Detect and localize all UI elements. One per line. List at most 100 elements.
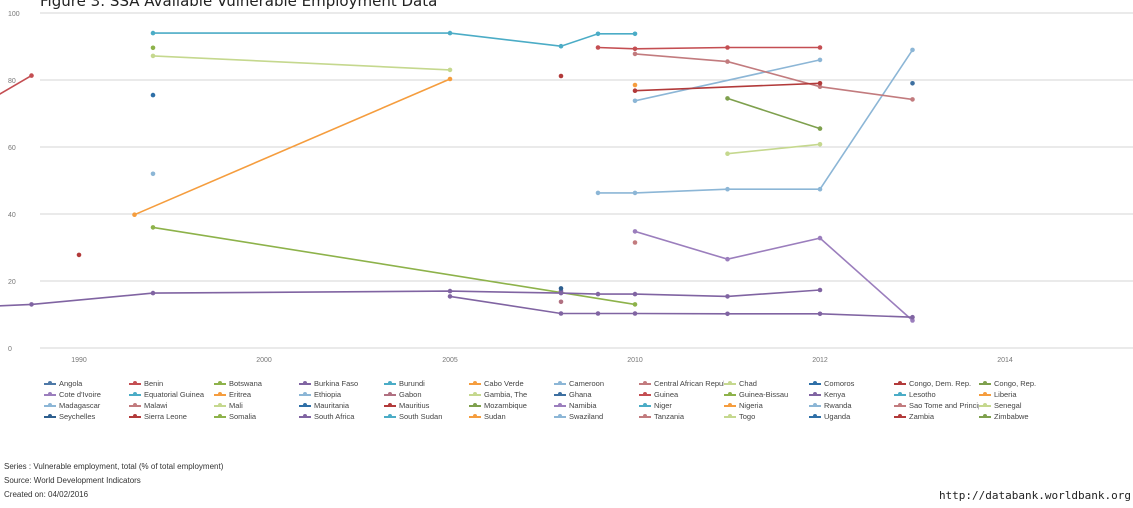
legend-swatch bbox=[979, 391, 991, 396]
legend-swatch bbox=[214, 402, 226, 407]
legend-item-cameroon[interactable]: Cameroon bbox=[554, 378, 639, 389]
legend-item-zimbabwe[interactable]: Zimbabwe bbox=[979, 411, 1064, 422]
data-point-madagascar bbox=[910, 47, 915, 53]
series-line-cote-d-ivoire bbox=[634, 230, 914, 322]
legend-item-mauritius[interactable]: Mauritius bbox=[384, 400, 469, 411]
legend-item-benin[interactable]: Benin bbox=[129, 378, 214, 389]
legend-item-sao-tome-and-principe[interactable]: Sao Tome and Principe bbox=[894, 400, 979, 411]
legend-item-malawi[interactable]: Malawi bbox=[129, 400, 214, 411]
data-point-madagascar bbox=[725, 186, 730, 192]
legend-item-mali[interactable]: Mali bbox=[214, 400, 299, 411]
data-point-south-africa bbox=[29, 302, 34, 307]
legend-item-congo-rep[interactable]: Congo, Rep. bbox=[979, 378, 1064, 389]
data-point-chad bbox=[150, 53, 156, 59]
y-tick-label: 100 bbox=[8, 11, 20, 18]
legend-item-sudan[interactable]: Sudan bbox=[469, 411, 554, 422]
legend-item-lesotho[interactable]: Lesotho bbox=[894, 389, 979, 400]
legend-swatch bbox=[469, 402, 481, 407]
series-line-burundi bbox=[153, 32, 635, 48]
legend-swatch bbox=[979, 380, 991, 385]
legend-swatch bbox=[469, 413, 481, 418]
legend-item-rwanda[interactable]: Rwanda bbox=[809, 400, 894, 411]
legend-item-eritrea[interactable]: Eritrea bbox=[214, 389, 299, 400]
legend-item-gambia-the[interactable]: Gambia, The bbox=[469, 389, 554, 400]
legend-item-zambia[interactable]: Zambia bbox=[894, 411, 979, 422]
legend-swatch bbox=[214, 380, 226, 385]
chart-title: Figure 3: SSA Available Vulnerable Emplo… bbox=[40, 0, 438, 10]
data-point-seychelles bbox=[558, 286, 564, 291]
data-point-gambia-the bbox=[725, 151, 730, 156]
legend-label: Equatorial Guinea bbox=[144, 390, 205, 399]
data-point-kenya bbox=[447, 294, 453, 299]
data-point-kenya bbox=[910, 314, 915, 320]
legend-item-guinea[interactable]: Guinea bbox=[639, 389, 724, 400]
legend-item-togo[interactable]: Togo bbox=[724, 411, 809, 422]
x-tick-label: 2014 bbox=[997, 357, 1013, 364]
series-points bbox=[29, 30, 915, 323]
data-point-sierra-leone bbox=[76, 252, 82, 258]
x-tick-label: 1990 bbox=[71, 357, 87, 364]
legend-item-cote-d-ivoire[interactable]: Cote d'Ivoire bbox=[44, 389, 129, 400]
legend-item-mozambique[interactable]: Mozambique bbox=[469, 400, 554, 411]
legend-item-south-africa[interactable]: South Africa bbox=[299, 411, 384, 422]
legend-item-guinea-bissau[interactable]: Guinea-Bissau bbox=[724, 389, 809, 400]
legend-item-equatorial-guinea[interactable]: Equatorial Guinea bbox=[129, 389, 214, 400]
legend-label: Benin bbox=[144, 379, 164, 388]
y-tick-label: 40 bbox=[8, 212, 16, 219]
legend-item-sierra-leone[interactable]: Sierra Leone bbox=[129, 411, 214, 422]
legend-item-madagascar[interactable]: Madagascar bbox=[44, 400, 129, 411]
legend-item-south-sudan[interactable]: South Sudan bbox=[384, 411, 469, 422]
legend-item-seychelles[interactable]: Seychelles bbox=[44, 411, 129, 422]
y-tick-label: 0 bbox=[8, 346, 12, 353]
data-point-gabon bbox=[558, 299, 564, 305]
legend-item-somalia[interactable]: Somalia bbox=[214, 411, 299, 422]
legend-swatch bbox=[724, 391, 736, 396]
data-point-kenya bbox=[558, 311, 564, 316]
legend-item-cabo-verde[interactable]: Cabo Verde bbox=[469, 378, 554, 389]
legend-item-nigeria[interactable]: Nigeria bbox=[724, 400, 809, 411]
legend-item-botswana[interactable]: Botswana bbox=[214, 378, 299, 389]
legend-item-comoros[interactable]: Comoros bbox=[809, 378, 894, 389]
legend-label: Niger bbox=[654, 401, 672, 410]
data-point-guinea-bissau bbox=[150, 225, 156, 230]
data-point-cote-d-ivoire bbox=[817, 235, 823, 241]
legend-item-ethiopia[interactable]: Ethiopia bbox=[299, 389, 384, 400]
footer-url[interactable]: http://databank.worldbank.org bbox=[938, 489, 1131, 502]
legend-item-chad[interactable]: Chad bbox=[724, 378, 809, 389]
legend-label: Cabo Verde bbox=[484, 379, 524, 388]
legend-swatch bbox=[809, 413, 821, 418]
legend-item-tanzania[interactable]: Tanzania bbox=[639, 411, 724, 422]
series-lines bbox=[0, 32, 914, 322]
legend-item-mauritania[interactable]: Mauritania bbox=[299, 400, 384, 411]
legend-item-swaziland[interactable]: Swaziland bbox=[554, 411, 639, 422]
legend-item-central-african-republic[interactable]: Central African Republic bbox=[639, 378, 724, 389]
data-point-comoros bbox=[150, 92, 156, 98]
legend-item-ghana[interactable]: Ghana bbox=[554, 389, 639, 400]
legend-swatch bbox=[724, 380, 736, 385]
legend-label: Mozambique bbox=[484, 401, 527, 410]
series-line-benin bbox=[0, 74, 32, 95]
legend-item-niger[interactable]: Niger bbox=[639, 400, 724, 411]
data-point-cabo-verde bbox=[132, 212, 137, 217]
legend-swatch bbox=[469, 391, 481, 396]
legend-item-uganda[interactable]: Uganda bbox=[809, 411, 894, 422]
legend-item-liberia[interactable]: Liberia bbox=[979, 389, 1064, 400]
legend-item-senegal[interactable]: Senegal bbox=[979, 400, 1064, 411]
data-point-guinea bbox=[632, 46, 638, 52]
legend-swatch bbox=[384, 380, 396, 385]
legend-swatch bbox=[809, 391, 821, 396]
series-line-guinea bbox=[597, 46, 820, 50]
legend-item-burkina-faso[interactable]: Burkina Faso bbox=[299, 378, 384, 389]
legend-label: Zimbabwe bbox=[994, 412, 1029, 421]
legend-item-burundi[interactable]: Burundi bbox=[384, 378, 469, 389]
legend-item-gabon[interactable]: Gabon bbox=[384, 389, 469, 400]
legend-item-congo-dem-rep[interactable]: Congo, Dem. Rep. bbox=[894, 378, 979, 389]
data-point-liberia bbox=[632, 82, 638, 88]
legend-row: Madagascar Malawi Mali Mauritania Mauritius M… bbox=[44, 400, 1124, 411]
legend-swatch bbox=[469, 380, 481, 385]
legend-item-angola[interactable]: Angola bbox=[44, 378, 129, 389]
legend-item-namibia[interactable]: Namibia bbox=[554, 400, 639, 411]
legend-label: Congo, Rep. bbox=[994, 379, 1037, 388]
legend-item-kenya[interactable]: Kenya bbox=[809, 389, 894, 400]
legend-label: Seychelles bbox=[59, 412, 96, 421]
